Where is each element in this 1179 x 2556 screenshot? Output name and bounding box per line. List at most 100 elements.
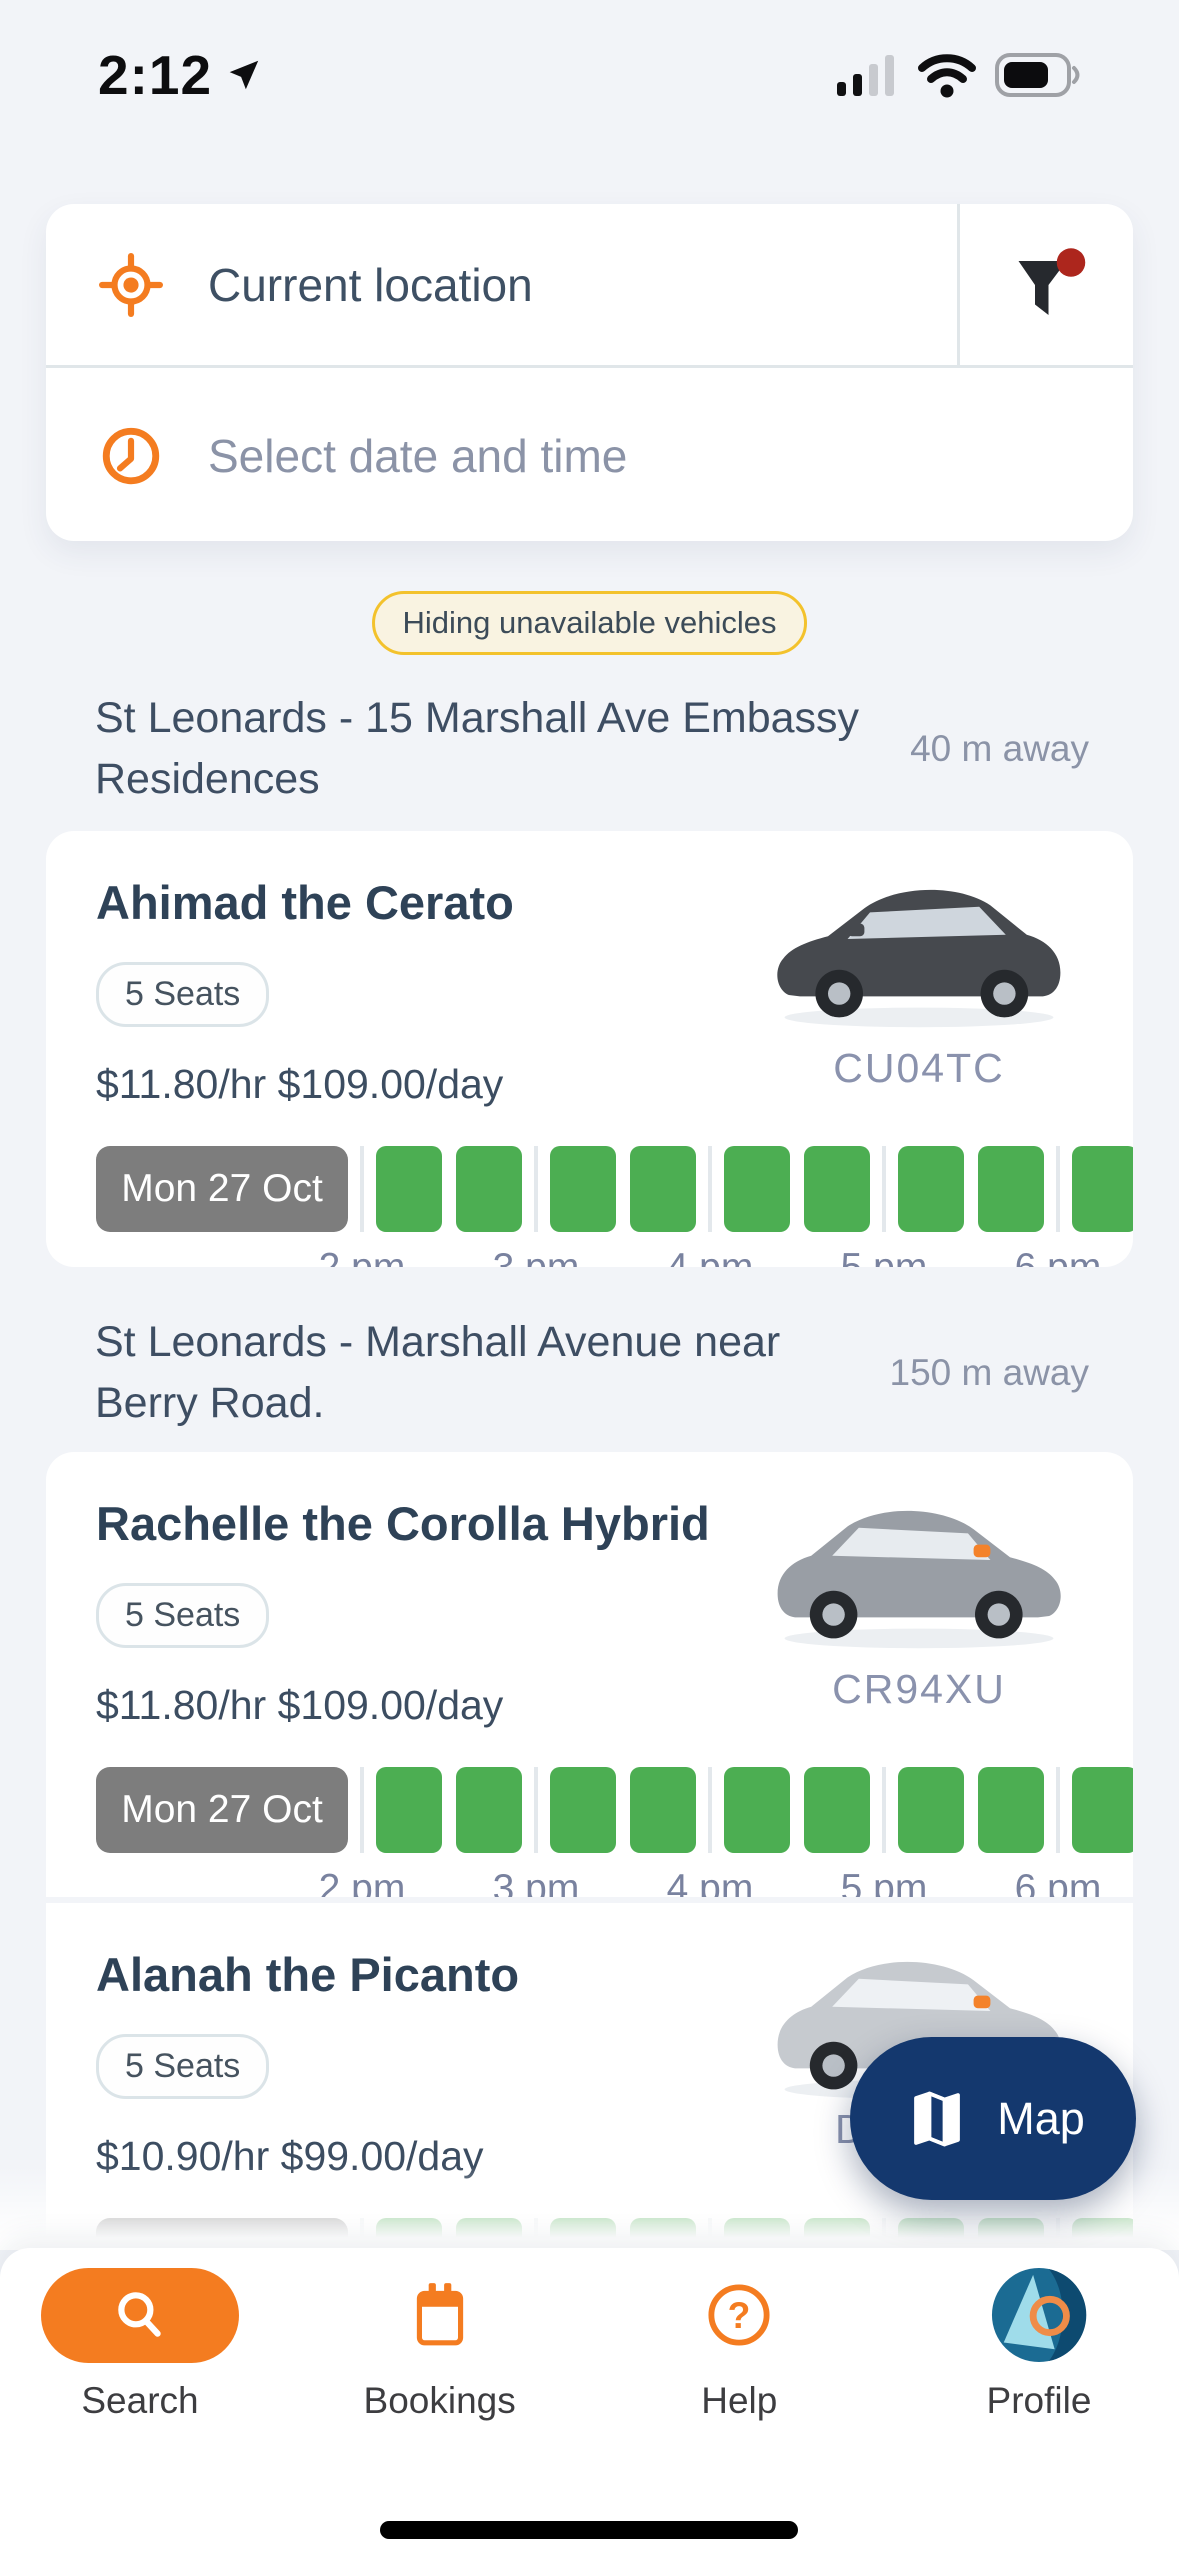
search-panel: Current location Select date and time (46, 204, 1133, 541)
filter-icon (1018, 247, 1085, 315)
seats-badge: 5 Seats (96, 1583, 270, 1648)
map-button-label: Map (997, 2092, 1085, 2144)
location-name: St Leonards - Marshall Avenue near Berry… (95, 1318, 781, 1427)
home-indicator (380, 2521, 798, 2539)
search-icon (118, 2292, 161, 2337)
hour-tick (360, 1767, 364, 1853)
hour-label: 4 pm (666, 1867, 754, 1897)
hour-label: 3 pm (493, 1246, 580, 1267)
hour-tick (360, 1146, 364, 1232)
seats-badge: 5 Seats (96, 962, 270, 1027)
location-distance: 40 m away (910, 728, 1089, 769)
availability-slot (456, 1146, 522, 1232)
nav-item-bookings[interactable]: Bookings (320, 2264, 560, 2556)
nav-item-profile[interactable]: Profile (919, 2264, 1159, 2556)
availability-slot (978, 1146, 1044, 1232)
availability-slot (376, 1146, 442, 1232)
availability-slot (550, 1767, 616, 1853)
vehicle-price: $11.80/hr $109.00/day (96, 1682, 504, 1728)
current-location-row[interactable]: Current location (46, 204, 1133, 368)
hour-label: 5 pm (841, 1246, 928, 1267)
datetime-row[interactable]: Select date and time (46, 371, 1133, 541)
availability-hour: 3 pm (493, 1146, 696, 1267)
help-icon: ? (708, 2284, 770, 2346)
vehicle-name: Alanah the Picanto (96, 1948, 520, 2001)
status-bar: 2:12 (0, 38, 1179, 112)
availability-timeline: Mon 27 Oct 2 pm 3 pm 4 pm 5 pm 6 pm (96, 1146, 1133, 1267)
availability-slot (550, 1146, 616, 1232)
availability-hour: 2 pm (319, 1146, 522, 1267)
availability-filter-badge: Hiding unavailable vehicles (371, 591, 808, 655)
hour-label: 3 pm (492, 1867, 580, 1897)
availability-hour: 6 pm (1015, 1767, 1133, 1897)
vehicle-card[interactable]: Ahimad the Cerato 5 Seats $11.80/hr $109… (46, 831, 1133, 1267)
datetime-label: Select date and time (208, 430, 628, 482)
availability-hour: 5 pm (841, 1146, 1044, 1267)
vehicle-price: $10.90/hr $99.00/day (96, 2133, 484, 2179)
svg-text:?: ? (728, 2294, 751, 2336)
availability-slot (1072, 1767, 1133, 1853)
availability-date-chip: Mon 27 Oct (96, 1767, 348, 1853)
hour-tick (1056, 1146, 1060, 1232)
availability-hour: 4 pm (667, 1146, 870, 1267)
map-icon (914, 2091, 961, 2146)
hour-label: 5 pm (840, 1867, 928, 1897)
battery-icon (995, 53, 1080, 97)
availability-slot (630, 1767, 696, 1853)
location-group-header: St Leonards - Marshall Avenue near Berry… (95, 1312, 1089, 1434)
hour-tick (534, 1767, 538, 1853)
clock-icon (102, 427, 160, 485)
vehicle-image (745, 1490, 1093, 1658)
location-arrow-icon (229, 60, 259, 90)
hour-tick (534, 1146, 538, 1232)
location-distance: 150 m away (889, 1352, 1090, 1393)
seats-badge: 5 Seats (96, 2034, 270, 2099)
hour-label: 6 pm (1015, 1246, 1102, 1267)
availability-slot (978, 1767, 1044, 1853)
time-label: 2:12 (98, 44, 213, 106)
availability-slot (456, 1767, 522, 1853)
availability-slot (376, 1767, 442, 1853)
vehicle-name: Ahimad the Cerato (96, 876, 514, 929)
vehicle-price: $11.80/hr $109.00/day (96, 1061, 504, 1107)
filter-notification-dot (1056, 247, 1085, 277)
target-icon (99, 252, 163, 317)
profile-logo-icon (991, 2267, 1087, 2363)
availability-timeline: Mon 27 Oct 2 pm 3 pm 4 pm 5 pm 6 pm (96, 1767, 1133, 1897)
status-time: 2:12 (98, 43, 262, 107)
nav-label: Search (81, 2380, 199, 2421)
location-name: St Leonards - 15 Marshall Ave Embassy Re… (95, 694, 860, 803)
vehicle-plate: CR94XU (832, 1666, 1006, 1712)
nav-item-help[interactable]: ? Help (619, 2264, 859, 2556)
hour-tick (708, 1767, 712, 1853)
hour-tick (708, 1146, 712, 1232)
vehicle-plate: CU04TC (833, 1045, 1005, 1091)
filter-button[interactable] (957, 204, 1133, 365)
hour-tick (1056, 1767, 1060, 1853)
signal-icon (837, 55, 894, 96)
current-location-label: Current location (208, 258, 533, 311)
availability-hour: 6 pm (1015, 1146, 1133, 1267)
hour-tick (882, 1146, 886, 1232)
availability-slot (724, 1767, 790, 1853)
availability-hour: 4 pm (667, 1767, 870, 1897)
map-button[interactable]: Map (850, 2037, 1136, 2200)
bottom-nav: Search Bookings ? Help (0, 2248, 1179, 2556)
availability-hour: 3 pm (493, 1767, 696, 1897)
availability-slot (804, 1146, 870, 1232)
hour-label: 2 pm (318, 1867, 406, 1897)
calendar-icon (416, 2283, 463, 2346)
hour-tick (882, 1767, 886, 1853)
status-icons (837, 52, 1083, 98)
hour-label: 2 pm (319, 1246, 406, 1267)
availability-date-chip: Mon 27 Oct (96, 1146, 348, 1232)
nav-label: Help (701, 2380, 778, 2421)
vehicle-card[interactable]: Rachelle the Corolla Hybrid 5 Seats $11.… (46, 1452, 1133, 1897)
search-active-pill (41, 2267, 239, 2363)
nav-item-search[interactable]: Search (20, 2264, 260, 2556)
availability-hour: 2 pm (319, 1767, 522, 1897)
vehicle-name: Rachelle the Corolla Hybrid (96, 1497, 710, 1550)
nav-label: Profile (986, 2380, 1092, 2421)
availability-slot (898, 1146, 964, 1232)
wifi-icon (918, 53, 976, 97)
